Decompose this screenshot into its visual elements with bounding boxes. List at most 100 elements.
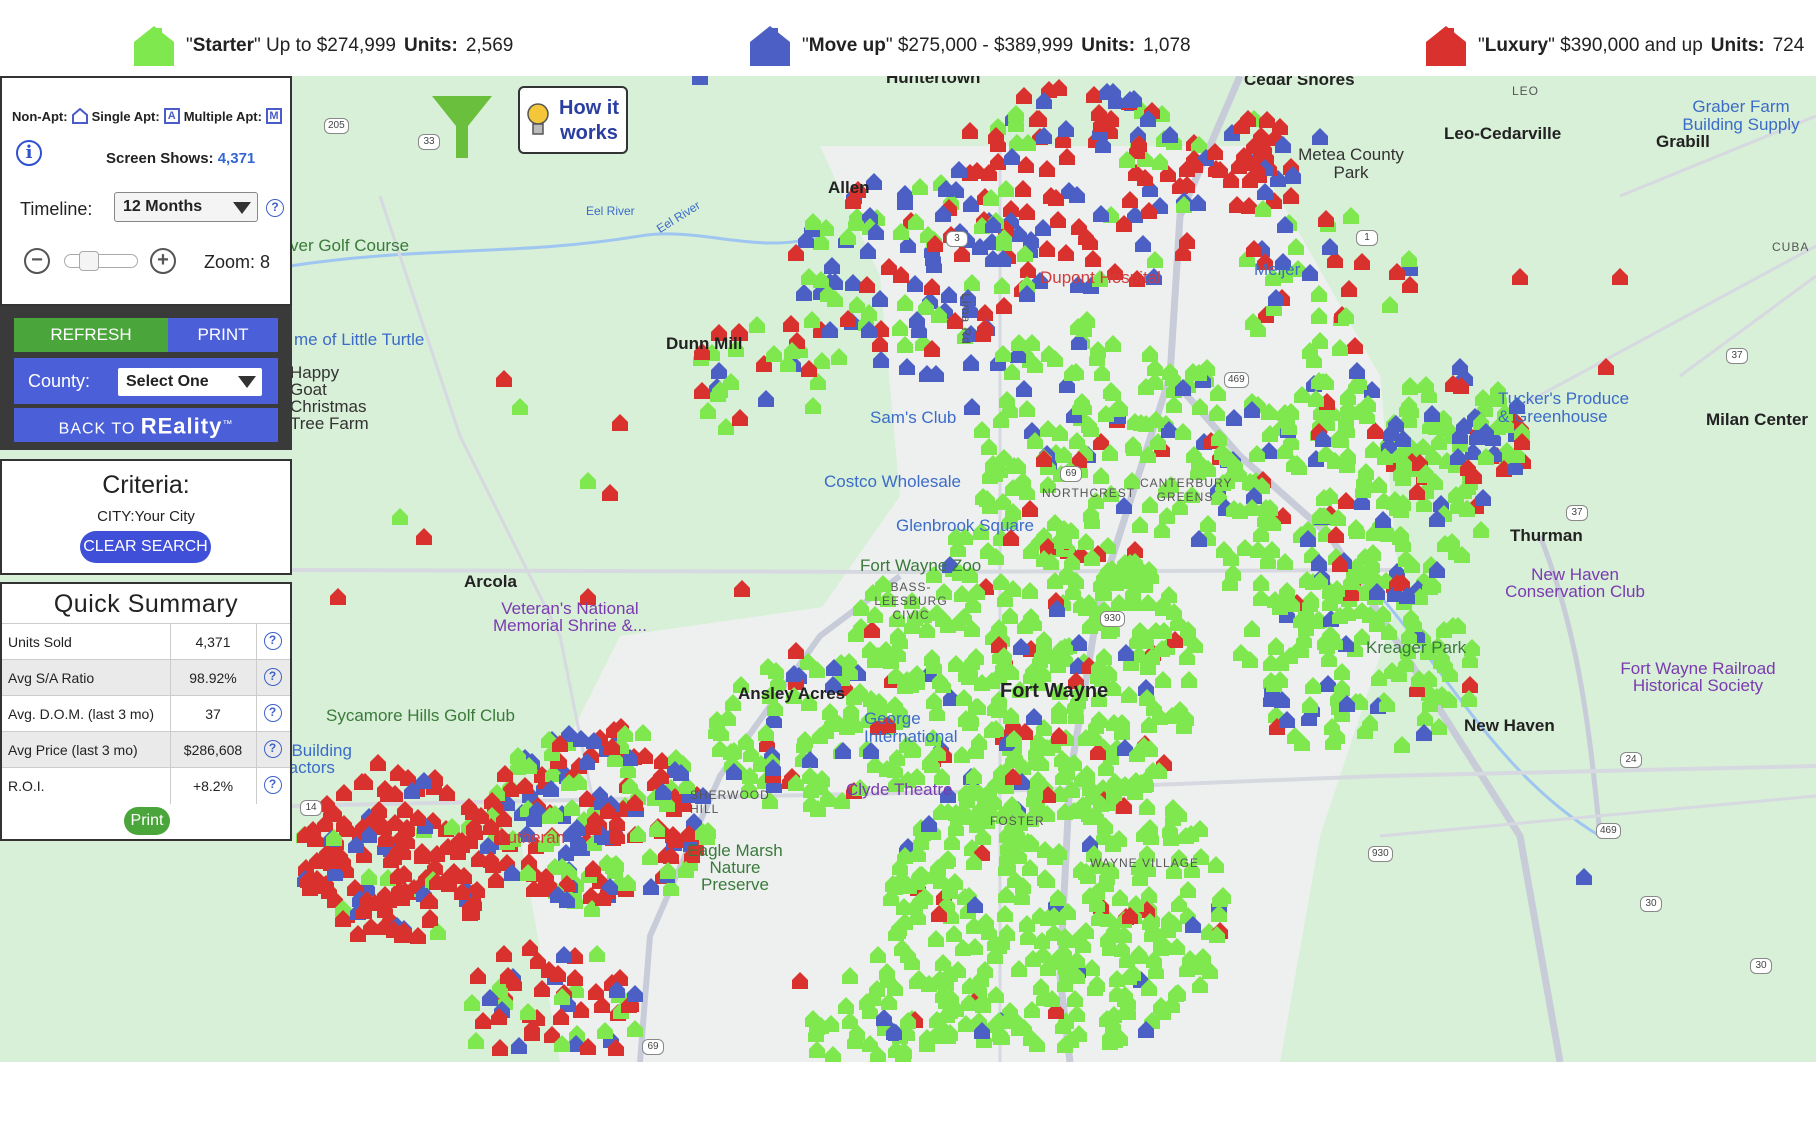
listing-marker[interactable] <box>1283 403 1299 420</box>
listing-marker[interactable] <box>1612 268 1628 285</box>
listing-marker[interactable] <box>1462 676 1478 693</box>
listing-marker[interactable] <box>1382 296 1398 313</box>
listing-marker[interactable] <box>1475 489 1491 506</box>
listing-marker[interactable] <box>1478 423 1494 440</box>
listing-marker[interactable] <box>1091 909 1107 926</box>
listing-marker[interactable] <box>1090 667 1106 684</box>
listing-marker[interactable] <box>1264 541 1280 558</box>
listing-marker[interactable] <box>512 398 528 415</box>
listing-marker[interactable] <box>1124 472 1140 489</box>
listing-marker[interactable] <box>904 592 920 609</box>
listing-marker[interactable] <box>1180 881 1196 898</box>
listing-marker[interactable] <box>1049 600 1065 617</box>
listing-marker[interactable] <box>1118 644 1134 661</box>
listing-marker[interactable] <box>1207 143 1223 160</box>
listing-marker[interactable] <box>1087 979 1103 996</box>
listing-marker[interactable] <box>1017 723 1033 740</box>
listing-marker[interactable] <box>579 753 595 770</box>
listing-marker[interactable] <box>1327 251 1343 268</box>
listing-marker[interactable] <box>1069 1005 1085 1022</box>
listing-marker[interactable] <box>1431 718 1447 735</box>
listing-marker[interactable] <box>336 784 352 801</box>
listing-marker[interactable] <box>1211 905 1227 922</box>
listing-marker[interactable] <box>350 925 366 942</box>
listing-marker[interactable] <box>880 971 896 988</box>
listing-marker[interactable] <box>978 913 994 930</box>
listing-marker[interactable] <box>738 733 754 750</box>
listing-marker[interactable] <box>987 699 1003 716</box>
listing-marker[interactable] <box>964 398 980 415</box>
listing-marker[interactable] <box>1279 582 1295 599</box>
listing-marker[interactable] <box>1341 280 1357 297</box>
listing-marker[interactable] <box>1401 396 1417 413</box>
listing-marker[interactable] <box>1153 939 1169 956</box>
listing-marker[interactable] <box>1388 415 1404 432</box>
listing-marker[interactable] <box>1054 750 1070 767</box>
listing-marker[interactable] <box>1402 378 1418 395</box>
listing-marker[interactable] <box>1339 695 1355 712</box>
listing-marker[interactable] <box>1075 936 1091 953</box>
listing-marker[interactable] <box>335 910 351 927</box>
listing-marker[interactable] <box>1120 1003 1136 1020</box>
listing-marker[interactable] <box>1266 675 1282 692</box>
listing-marker[interactable] <box>1052 683 1068 700</box>
listing-marker[interactable] <box>336 815 352 832</box>
listing-marker[interactable] <box>734 580 750 597</box>
listing-marker[interactable] <box>1050 889 1066 906</box>
listing-marker[interactable] <box>869 980 885 997</box>
listing-marker[interactable] <box>1452 427 1468 444</box>
listing-marker[interactable] <box>995 250 1011 267</box>
listing-marker[interactable] <box>429 845 445 862</box>
listing-marker[interactable] <box>726 763 742 780</box>
listing-marker[interactable] <box>998 886 1014 903</box>
listing-marker[interactable] <box>543 780 559 797</box>
listing-marker[interactable] <box>1418 464 1434 481</box>
listing-marker[interactable] <box>928 365 944 382</box>
listing-marker[interactable] <box>1294 386 1310 403</box>
listing-marker[interactable] <box>1036 550 1052 567</box>
listing-marker[interactable] <box>780 355 796 372</box>
listing-marker[interactable] <box>801 694 817 711</box>
listing-marker[interactable] <box>1002 512 1018 529</box>
listing-marker[interactable] <box>1026 614 1042 631</box>
listing-marker[interactable] <box>822 703 838 720</box>
listing-marker[interactable] <box>323 805 339 822</box>
listing-marker[interactable] <box>1141 979 1157 996</box>
listing-marker[interactable] <box>1055 1017 1071 1034</box>
listing-marker[interactable] <box>361 868 377 885</box>
listing-marker[interactable] <box>1329 580 1345 597</box>
listing-marker[interactable] <box>602 878 618 895</box>
listing-marker[interactable] <box>585 860 601 877</box>
listing-marker[interactable] <box>1093 115 1109 132</box>
listing-marker[interactable] <box>380 785 396 802</box>
listing-marker[interactable] <box>1105 335 1121 352</box>
listing-marker[interactable] <box>1085 250 1101 267</box>
listing-marker[interactable] <box>1437 535 1453 552</box>
listing-marker[interactable] <box>803 781 819 798</box>
listing-marker[interactable] <box>1125 436 1141 453</box>
listing-marker[interactable] <box>999 826 1015 843</box>
listing-marker[interactable] <box>849 296 865 313</box>
listing-marker[interactable] <box>1371 476 1387 493</box>
listing-marker[interactable] <box>330 588 346 605</box>
listing-marker[interactable] <box>1401 250 1417 267</box>
listing-marker[interactable] <box>1114 940 1130 957</box>
listing-marker[interactable] <box>997 905 1013 922</box>
listing-marker[interactable] <box>998 859 1014 876</box>
listing-marker[interactable] <box>1142 345 1158 362</box>
listing-marker[interactable] <box>595 889 611 906</box>
listing-marker[interactable] <box>694 343 710 360</box>
listing-marker[interactable] <box>897 294 913 311</box>
listing-marker[interactable] <box>1328 526 1344 543</box>
listing-marker[interactable] <box>392 508 408 525</box>
listing-marker[interactable] <box>1246 487 1262 504</box>
listing-marker[interactable] <box>1162 363 1178 380</box>
listing-marker[interactable] <box>1079 311 1095 328</box>
listing-marker[interactable] <box>985 455 1001 472</box>
listing-marker[interactable] <box>1024 1001 1040 1018</box>
listing-marker[interactable] <box>788 642 804 659</box>
listing-marker[interactable] <box>958 665 974 682</box>
listing-marker[interactable] <box>1058 244 1074 261</box>
listing-marker[interactable] <box>813 233 829 250</box>
listing-marker[interactable] <box>1253 574 1269 591</box>
